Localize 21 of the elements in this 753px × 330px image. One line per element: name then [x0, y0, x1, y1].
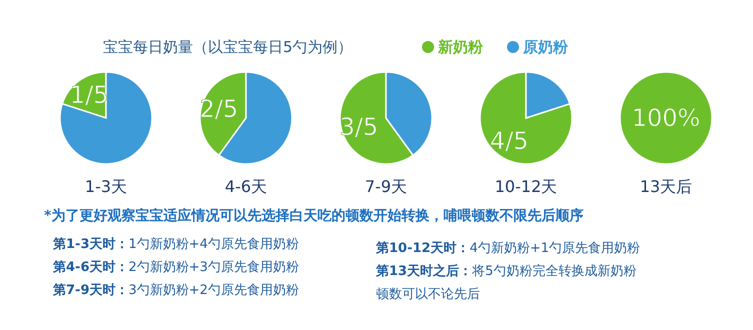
- text: 第1-3天时：1勺新奶粉+4勺原先食用奶粉: [52, 237, 299, 252]
- data-label: 3/5: [340, 112, 378, 141]
- text: 宝宝每日奶量（以宝宝每日5勺为例）: [103, 38, 353, 56]
- text: 7-9天: [364, 177, 408, 196]
- text: 第7-9天时：3勺新奶粉+2勺原先食用奶粉: [52, 283, 299, 298]
- text: 第4-6天时：2勺新奶粉+3勺原先食用奶粉: [52, 260, 299, 275]
- text: 1-3天: [84, 177, 128, 196]
- legend-label: 原奶粉: [522, 38, 569, 56]
- pie-slice: [479, 71, 573, 165]
- text: 第10-12天时：4勺新奶粉+1勺原先食用奶粉: [375, 241, 640, 256]
- text: 10-12天: [494, 177, 558, 196]
- data-label: 2/5: [200, 95, 238, 124]
- legend-label: 新奶粉: [437, 38, 484, 56]
- text: 13天后: [640, 177, 692, 196]
- text: *为了更好观察宝宝适应情况可以先选择白天吃的顿数开始转换，哺喂顿数不限先后顺序: [44, 207, 584, 224]
- pie-slice: [59, 71, 153, 165]
- data-label: 100%: [632, 104, 700, 132]
- text: 4-6天: [224, 177, 268, 196]
- data-label: 4/5: [490, 127, 529, 156]
- text: 顿数可以不论先后: [376, 287, 480, 302]
- text: 第13天时之后：将5勺奶粉完全转换成新奶粉: [375, 263, 636, 279]
